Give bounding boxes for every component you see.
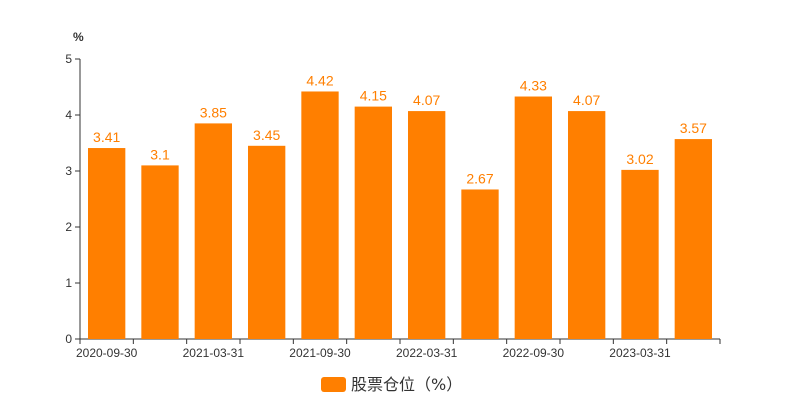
x-tick-label: 2022-03-31 [396,346,458,360]
bar-value-label: 4.07 [573,92,600,108]
bar-value-label: 3.45 [253,127,280,143]
y-tick-label: 2 [65,220,72,234]
y-tick-label: 1 [65,276,72,290]
y-tick-label: 3 [65,164,72,178]
bar[interactable] [354,106,392,339]
bar-value-label: 3.02 [626,151,653,167]
bar-series [88,91,712,340]
legend-swatch [321,377,346,392]
bar[interactable] [568,111,606,339]
y-tick-label: 0 [65,332,72,346]
bar[interactable] [88,148,126,339]
bar-value-label: 4.33 [520,78,547,94]
x-axis: 2020-09-30 2021-03-31 2021-09-30 2022-03-31… [76,338,721,360]
bar-value-label: 4.42 [306,72,333,88]
legend-label: 股票仓位（%） [351,375,462,394]
x-tick-label: 2020-09-30 [76,346,138,360]
x-tick-label: 2021-03-31 [183,346,245,360]
bar[interactable] [408,111,446,339]
data-labels: 3.41 3.1 3.85 3.45 4.42 4.15 4.07 2.67 4.33 4.07 3… [93,72,707,186]
bar-value-label: 4.07 [413,92,440,108]
bar[interactable] [514,96,552,340]
y-tick-label: 5 [65,52,72,66]
x-tick-label: 2022-09-30 [503,346,565,360]
bar-value-label: 3.1 [150,146,170,162]
y-axis: 0 1 2 3 4 5 [65,52,81,346]
bar[interactable] [621,169,659,339]
y-tick-label: 4 [65,108,72,122]
x-tick-label: 2021-09-30 [289,346,351,360]
x-tick-label: 2023-03-31 [609,346,671,360]
bar[interactable] [194,123,232,340]
bar[interactable] [141,165,179,339]
bar[interactable] [674,139,712,339]
bar-value-label: 3.41 [93,129,120,145]
bar[interactable] [248,145,286,339]
bar-value-label: 3.57 [680,120,707,136]
y-axis-unit-label: % [73,30,84,44]
bar-value-label: 2.67 [466,170,493,186]
bar[interactable] [301,91,339,339]
bar-value-label: 4.15 [360,88,387,104]
legend[interactable]: 股票仓位（%） [321,375,462,394]
bar-value-label: 3.85 [200,104,227,120]
bar[interactable] [461,189,499,339]
